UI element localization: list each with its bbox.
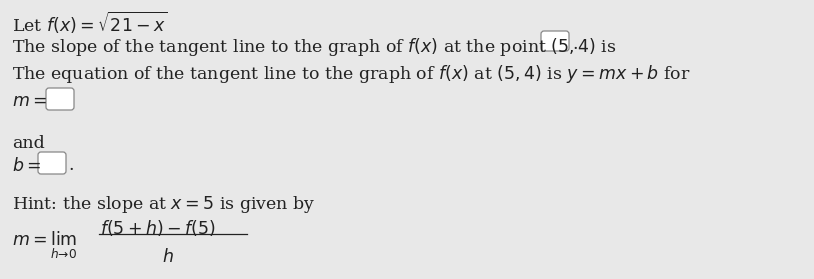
FancyBboxPatch shape: [38, 152, 66, 174]
Text: $m = \lim_{h \to 0}$: $m = \lim_{h \to 0}$: [12, 229, 77, 261]
FancyBboxPatch shape: [541, 31, 569, 51]
Text: $b =$: $b =$: [12, 157, 42, 175]
Text: The equation of the tangent line to the graph of $f(x)$ at $(5, 4)$ is $y = mx +: The equation of the tangent line to the …: [12, 63, 691, 85]
Text: $m =$: $m =$: [12, 93, 47, 110]
FancyBboxPatch shape: [46, 88, 74, 110]
Text: Hint: the slope at $x = 5$ is given by: Hint: the slope at $x = 5$ is given by: [12, 194, 316, 215]
Text: .: .: [572, 36, 577, 53]
Text: $f(5 + h) - f(5)$: $f(5 + h) - f(5)$: [100, 218, 216, 238]
Text: and: and: [12, 135, 45, 152]
Text: The slope of the tangent line to the graph of $f(x)$ at the point $(5, 4)$ is: The slope of the tangent line to the gra…: [12, 36, 616, 58]
Text: $h$: $h$: [162, 248, 174, 266]
Text: .: .: [68, 157, 73, 174]
Text: Let $f(x) = \sqrt{21 - x}$: Let $f(x) = \sqrt{21 - x}$: [12, 10, 168, 36]
